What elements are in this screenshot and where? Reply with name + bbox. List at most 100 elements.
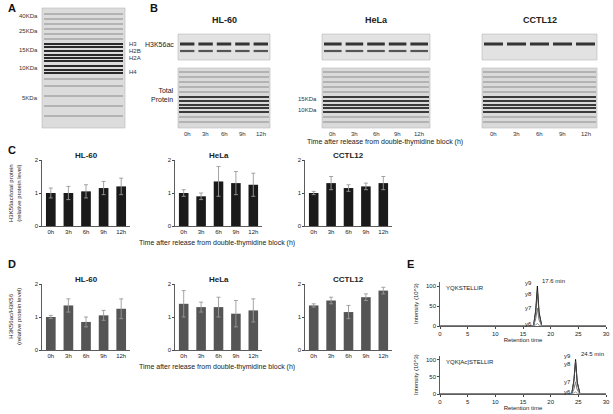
svg-text:20: 20 xyxy=(547,399,554,405)
svg-text:A: A xyxy=(8,2,16,14)
svg-text:0: 0 xyxy=(35,347,39,353)
svg-text:0h: 0h xyxy=(184,131,191,137)
svg-text:6h: 6h xyxy=(215,353,222,359)
svg-text:0h: 0h xyxy=(47,229,54,235)
svg-text:0h: 0h xyxy=(180,353,187,359)
svg-text:HL-60: HL-60 xyxy=(75,151,98,160)
svg-text:2: 2 xyxy=(168,281,172,287)
svg-text:2: 2 xyxy=(298,157,302,163)
svg-text:0: 0 xyxy=(35,223,39,229)
svg-text:3h: 3h xyxy=(198,353,205,359)
svg-text:y8: y8 xyxy=(525,291,532,297)
svg-text:50: 50 xyxy=(429,303,436,309)
svg-text:2: 2 xyxy=(298,281,302,287)
svg-text:0h: 0h xyxy=(310,353,317,359)
svg-text:Intensity (10^3): Intensity (10^3) xyxy=(413,283,419,324)
svg-text:25KDa: 25KDa xyxy=(19,28,38,34)
svg-text:12h: 12h xyxy=(378,229,388,235)
svg-text:5KDa: 5KDa xyxy=(22,95,38,101)
svg-text:Time after release from double: Time after release from double-thymidine… xyxy=(307,138,463,146)
svg-text:1: 1 xyxy=(298,190,302,196)
svg-text:9h: 9h xyxy=(559,131,566,137)
svg-text:0h: 0h xyxy=(47,353,54,359)
svg-text:6h: 6h xyxy=(83,353,90,359)
svg-text:20: 20 xyxy=(547,331,554,337)
svg-text:1: 1 xyxy=(168,314,172,320)
svg-text:6h: 6h xyxy=(373,131,380,137)
svg-text:1: 1 xyxy=(35,190,39,196)
svg-text:3h: 3h xyxy=(65,353,72,359)
svg-text:12h: 12h xyxy=(256,131,266,137)
svg-text:y6: y6 xyxy=(564,389,571,395)
svg-text:12h: 12h xyxy=(581,131,591,137)
svg-text:HeLa: HeLa xyxy=(209,151,229,160)
svg-text:H4: H4 xyxy=(129,69,137,75)
svg-text:3h: 3h xyxy=(202,131,209,137)
svg-text:y7: y7 xyxy=(564,379,571,385)
svg-text:6h: 6h xyxy=(215,229,222,235)
svg-text:Retention time: Retention time xyxy=(504,405,543,411)
svg-text:H3K56ac/total protein(relative: H3K56ac/total protein(relative protein l… xyxy=(8,164,22,222)
svg-text:YQKSTELLIR: YQKSTELLIR xyxy=(446,285,484,291)
svg-text:9h: 9h xyxy=(363,353,370,359)
svg-text:y6: y6 xyxy=(525,321,532,327)
svg-text:15: 15 xyxy=(520,399,527,405)
svg-text:15: 15 xyxy=(520,331,527,337)
svg-text:Intensity (10^3): Intensity (10^3) xyxy=(413,354,419,395)
svg-text:100: 100 xyxy=(426,357,437,363)
svg-text:5: 5 xyxy=(466,399,470,405)
svg-text:0h: 0h xyxy=(180,229,187,235)
svg-text:12h: 12h xyxy=(116,353,126,359)
svg-text:9h: 9h xyxy=(239,131,246,137)
svg-text:0: 0 xyxy=(168,223,172,229)
svg-text:0: 0 xyxy=(433,391,437,397)
svg-text:10KDa: 10KDa xyxy=(19,65,38,71)
svg-text:9h: 9h xyxy=(394,131,401,137)
svg-text:y8: y8 xyxy=(564,361,571,367)
svg-text:9h: 9h xyxy=(233,229,240,235)
svg-text:y7: y7 xyxy=(525,305,532,311)
svg-text:17.6 min: 17.6 min xyxy=(542,278,565,284)
svg-text:D: D xyxy=(8,258,16,270)
svg-text:30: 30 xyxy=(603,399,610,405)
svg-text:0: 0 xyxy=(433,323,437,329)
svg-text:Time after release from double: Time after release from double-thymidine… xyxy=(139,239,295,247)
svg-text:12h: 12h xyxy=(248,229,258,235)
svg-text:TotalProtein: TotalProtein xyxy=(151,87,174,103)
svg-text:10: 10 xyxy=(492,399,499,405)
svg-text:15KDa: 15KDa xyxy=(298,96,317,102)
svg-text:9h: 9h xyxy=(100,229,107,235)
svg-text:y9: y9 xyxy=(525,280,532,286)
svg-text:CCTL12: CCTL12 xyxy=(523,15,557,25)
svg-text:12h: 12h xyxy=(414,131,424,137)
svg-text:9h: 9h xyxy=(233,353,240,359)
svg-text:HeLa: HeLa xyxy=(209,275,229,284)
svg-text:40KDa: 40KDa xyxy=(19,13,38,19)
svg-text:10: 10 xyxy=(492,331,499,337)
svg-text:3h: 3h xyxy=(513,131,520,137)
svg-text:10KDa: 10KDa xyxy=(298,107,317,113)
svg-text:B: B xyxy=(150,2,158,14)
svg-text:HeLa: HeLa xyxy=(365,15,388,25)
svg-text:5: 5 xyxy=(466,331,470,337)
svg-text:50: 50 xyxy=(429,374,436,380)
svg-text:100: 100 xyxy=(426,283,437,289)
svg-text:25: 25 xyxy=(575,399,582,405)
svg-text:1: 1 xyxy=(168,190,172,196)
svg-text:25: 25 xyxy=(575,331,582,337)
svg-text:24.5 min: 24.5 min xyxy=(581,351,604,357)
svg-text:6h: 6h xyxy=(345,353,352,359)
svg-text:9h: 9h xyxy=(100,353,107,359)
svg-text:1: 1 xyxy=(35,314,39,320)
svg-text:CCTL12: CCTL12 xyxy=(333,275,364,284)
svg-text:E: E xyxy=(407,258,414,270)
svg-text:0h: 0h xyxy=(490,131,497,137)
svg-text:12h: 12h xyxy=(248,353,258,359)
svg-text:6h: 6h xyxy=(221,131,228,137)
svg-text:CCTL12: CCTL12 xyxy=(333,151,364,160)
svg-text:2: 2 xyxy=(35,281,39,287)
svg-text:y9: y9 xyxy=(564,353,571,359)
svg-text:0: 0 xyxy=(298,347,302,353)
svg-text:12h: 12h xyxy=(378,353,388,359)
svg-text:Retention time: Retention time xyxy=(504,337,543,343)
